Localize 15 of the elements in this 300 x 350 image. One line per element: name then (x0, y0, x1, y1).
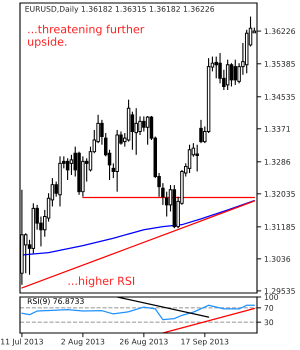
candlestick (199, 119, 203, 144)
candlestick (66, 158, 70, 181)
candlestick (146, 115, 150, 146)
candlestick (226, 59, 230, 91)
candlestick (188, 144, 192, 174)
line-series (21, 304, 255, 320)
candlestick (134, 108, 138, 156)
candlestick (70, 154, 74, 176)
annotation: ...higher RSI (68, 276, 134, 288)
candlestick (24, 232, 28, 274)
candlestick (195, 144, 199, 172)
candlestick (230, 62, 234, 88)
candlestick (142, 116, 146, 132)
annotation: ...threatening further upside. (28, 24, 144, 48)
candlestick (234, 59, 238, 86)
